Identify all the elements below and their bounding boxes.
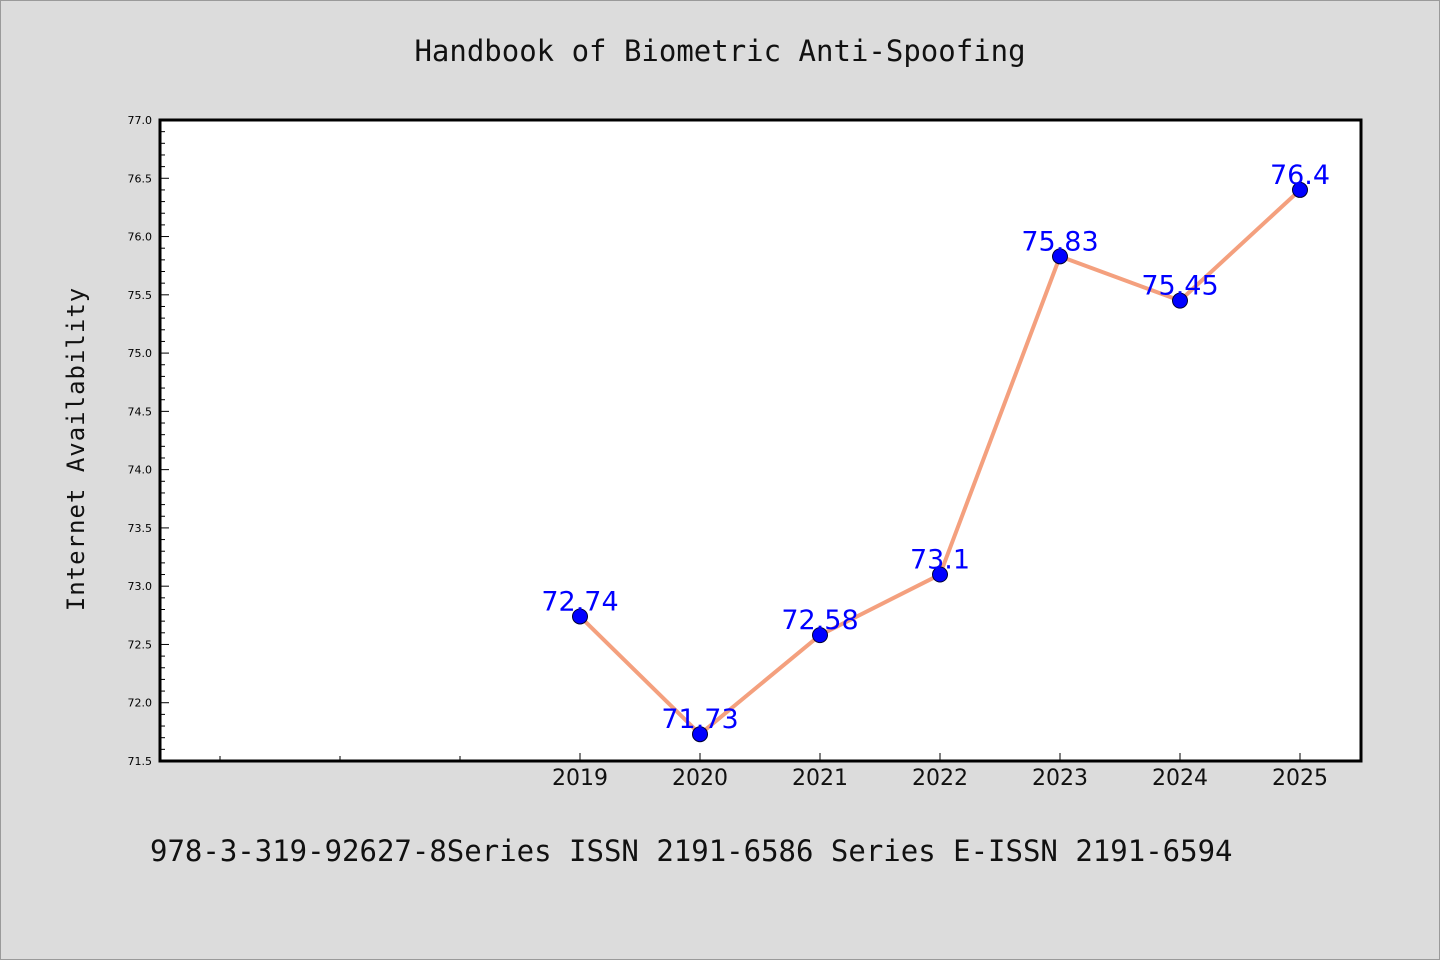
y-tick-label: 75.0 — [128, 347, 153, 360]
y-tick-label: 71.5 — [128, 755, 153, 768]
y-tick-label: 76.0 — [128, 231, 153, 244]
x-tick-label: 2022 — [912, 766, 968, 791]
y-tick-label: 74.5 — [128, 405, 153, 418]
y-tick-label: 72.0 — [128, 697, 153, 710]
data-label: 75.45 — [1141, 271, 1218, 302]
y-tick-label: 76.5 — [128, 172, 153, 185]
x-tick-label: 2020 — [672, 766, 728, 791]
x-tick-label: 2025 — [1272, 766, 1328, 791]
series-markers — [572, 181, 1308, 743]
y-tick-label: 73.5 — [128, 522, 153, 535]
y-tick-label: 74.0 — [128, 464, 153, 477]
x-axis: 2019 2020 2021 2022 2023 2024 2025 — [219, 753, 1328, 791]
y-tick-label: 72.5 — [128, 638, 153, 651]
data-label: 72.58 — [781, 605, 858, 636]
figure-caption: 978-3-319-92627-8Series ISSN 2191-6586 S… — [150, 834, 1233, 868]
x-tick-label: 2021 — [792, 766, 848, 791]
data-point — [1052, 248, 1068, 265]
x-tick-label: 2024 — [1152, 766, 1208, 791]
data-label: 76.4 — [1270, 160, 1330, 191]
y-tick-label: 73.0 — [128, 580, 153, 593]
data-point — [692, 726, 708, 743]
data-point — [1292, 181, 1308, 198]
data-point — [572, 608, 588, 625]
x-tick-label: 2023 — [1032, 766, 1088, 791]
data-label: 71.73 — [661, 704, 738, 735]
y-tick-label: 75.5 — [128, 289, 153, 302]
data-label: 73.1 — [910, 545, 970, 576]
data-point — [812, 627, 828, 644]
x-tick-label: 2019 — [552, 766, 608, 791]
y-tick-label: 77.0 — [128, 114, 153, 127]
data-label: 75.83 — [1021, 226, 1098, 257]
data-label: 72.74 — [541, 586, 618, 617]
data-labels: 72.74 71.73 72.58 73.1 75.83 75.45 76.4 — [541, 160, 1330, 735]
y-axis: 71.5 72.0 72.5 73.0 73.5 74.0 74.5 75.0 75.5 76.0… — [128, 114, 169, 768]
data-point — [1172, 292, 1188, 309]
data-point — [932, 566, 948, 583]
chart-title: Handbook of Biometric Anti-Spoofing — [414, 34, 1026, 68]
plot-area — [158, 118, 1363, 763]
